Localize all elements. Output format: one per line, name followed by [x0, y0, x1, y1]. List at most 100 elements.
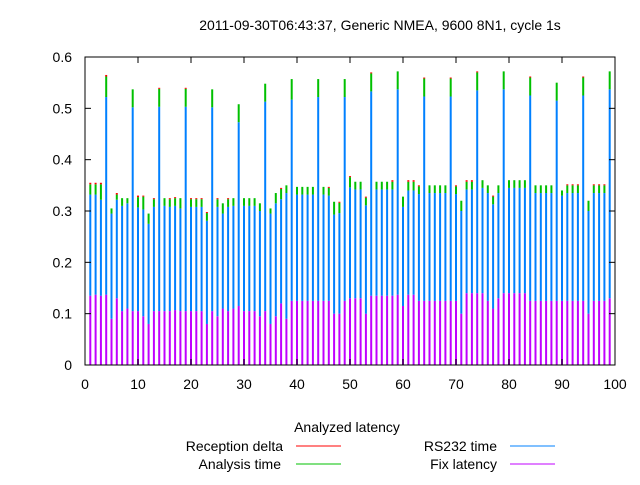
bar-analysis-time-24: [211, 89, 214, 108]
bar-analysis-time-21: [195, 199, 198, 207]
bar-analysis-time-50: [349, 177, 351, 188]
bar-reception-delta-62: [412, 180, 415, 182]
bar-rs232-time-52: [359, 189, 362, 299]
bar-fix-latency-57: [386, 295, 389, 365]
bar-analysis-time-18: [179, 198, 182, 209]
bar-analysis-time-92: [571, 185, 574, 194]
bar-analysis-time-82: [518, 180, 521, 188]
bar-fix-latency-35: [269, 323, 272, 365]
bar-fix-latency-94: [582, 300, 585, 365]
bar-analysis-time-22: [200, 199, 203, 207]
bar-fix-latency-87: [545, 300, 548, 365]
bar-rs232-time-10: [137, 207, 139, 312]
bar-fix-latency-44: [317, 300, 320, 365]
bar-rs232-time-87: [545, 193, 548, 301]
bar-fix-latency-53: [364, 313, 367, 365]
bar-analysis-time-14: [158, 88, 161, 107]
bar-fix-latency-71: [460, 313, 463, 365]
bar-rs232-time-69: [449, 96, 452, 301]
bar-fix-latency-62: [412, 294, 415, 365]
y-axis: 0 0.1 0.2 0.3 0.4 0.5 0.6: [53, 49, 615, 373]
bar-rs232-time-4: [105, 97, 108, 295]
y-tick-label: 0.1: [53, 306, 73, 322]
bar-analysis-time-27: [227, 199, 230, 207]
bar-rs232-time-16: [168, 206, 171, 312]
bar-analysis-time-60: [402, 196, 404, 207]
bar-rs232-time-24: [211, 107, 214, 312]
bar-analysis-time-84: [529, 77, 532, 96]
bar-analysis-time-78: [497, 185, 500, 194]
bar-rs232-time-35: [269, 213, 272, 324]
bar-analysis-time-31: [248, 198, 251, 206]
bar-rs232-time-23: [205, 220, 208, 324]
x-tick-label: 10: [130, 376, 146, 392]
bar-rs232-time-55: [375, 189, 378, 296]
bar-analysis-time-57: [386, 181, 389, 190]
bar-rs232-time-59: [396, 89, 399, 295]
bar-analysis-time-89: [555, 82, 558, 101]
bar-analysis-time-32: [253, 198, 256, 206]
bar-rs232-time-81: [513, 187, 516, 294]
bar-fix-latency-58: [391, 295, 394, 365]
bar-analysis-time-98: [603, 185, 606, 194]
bar-analysis-time-68: [444, 185, 447, 194]
bar-fix-latency-37: [280, 303, 283, 365]
bar-reception-delta-48: [338, 201, 341, 203]
bar-rs232-time-84: [529, 95, 532, 301]
bar-fix-latency-60: [402, 305, 404, 365]
bar-fix-latency-73: [470, 293, 473, 365]
bar-fix-latency-69: [449, 300, 452, 365]
bar-fix-latency-38: [285, 318, 288, 365]
bar-rs232-time-98: [603, 193, 606, 301]
bar-analysis-time-48: [338, 202, 341, 214]
bar-rs232-time-92: [571, 193, 574, 301]
bar-reception-delta-46: [327, 186, 330, 188]
bar-analysis-time-26: [221, 203, 224, 214]
bar-reception-delta-21: [195, 198, 198, 200]
bar-fix-latency-42: [306, 300, 309, 365]
bar-reception-delta-17: [174, 197, 177, 199]
bar-rs232-time-75: [481, 187, 484, 294]
bar-rs232-time-5: [110, 213, 113, 319]
bar-fix-latency-3: [99, 295, 102, 365]
bar-analysis-time-42: [306, 186, 309, 195]
bar-fix-latency-52: [359, 298, 362, 365]
bar-rs232-time-26: [221, 213, 224, 309]
bar-rs232-time-39: [290, 99, 293, 301]
bar-rs232-time-61: [407, 190, 410, 295]
bar-rs232-time-38: [285, 193, 288, 319]
bar-fix-latency-40: [296, 300, 298, 365]
bar-rs232-time-1: [89, 194, 92, 296]
bar-analysis-time-87: [545, 185, 548, 194]
bar-analysis-time-66: [433, 185, 436, 194]
bar-rs232-time-82: [518, 187, 521, 294]
bar-rs232-time-56: [380, 189, 383, 296]
bar-reception-delta-2: [94, 182, 97, 185]
bar-fix-latency-5: [110, 318, 113, 365]
bar-analysis-time-61: [407, 181, 410, 191]
bar-fix-latency-67: [439, 300, 442, 365]
bar-analysis-time-2: [94, 184, 97, 195]
bar-analysis-time-79: [502, 71, 505, 90]
bar-rs232-time-63: [417, 194, 420, 301]
bar-analysis-time-7: [121, 198, 124, 206]
bar-reception-delta-61: [407, 180, 410, 182]
bar-analysis-time-10: [137, 197, 139, 208]
bar-analysis-time-34: [264, 83, 267, 102]
x-tick-label: 90: [554, 376, 570, 392]
bar-rs232-time-2: [94, 194, 97, 295]
bar-analysis-time-29: [237, 104, 240, 123]
bar-reception-delta-53: [364, 196, 367, 198]
bar-fix-latency-47: [333, 313, 336, 365]
bar-fix-latency-30: [243, 311, 245, 365]
bar-fix-latency-65: [428, 300, 431, 365]
bar-rs232-time-54: [370, 91, 373, 296]
y-tick-label: 0.5: [53, 100, 73, 116]
x-tick-label: 20: [183, 376, 199, 392]
bar-fix-latency-89: [555, 300, 558, 365]
bar-analysis-time-71: [460, 200, 463, 211]
bar-fix-latency-78: [497, 298, 500, 365]
bar-fix-latency-33: [258, 316, 261, 365]
x-axis: 0 10 20 30 40 50 60 70 80 90 100: [81, 57, 627, 392]
bar-reception-delta-20: [190, 198, 192, 200]
